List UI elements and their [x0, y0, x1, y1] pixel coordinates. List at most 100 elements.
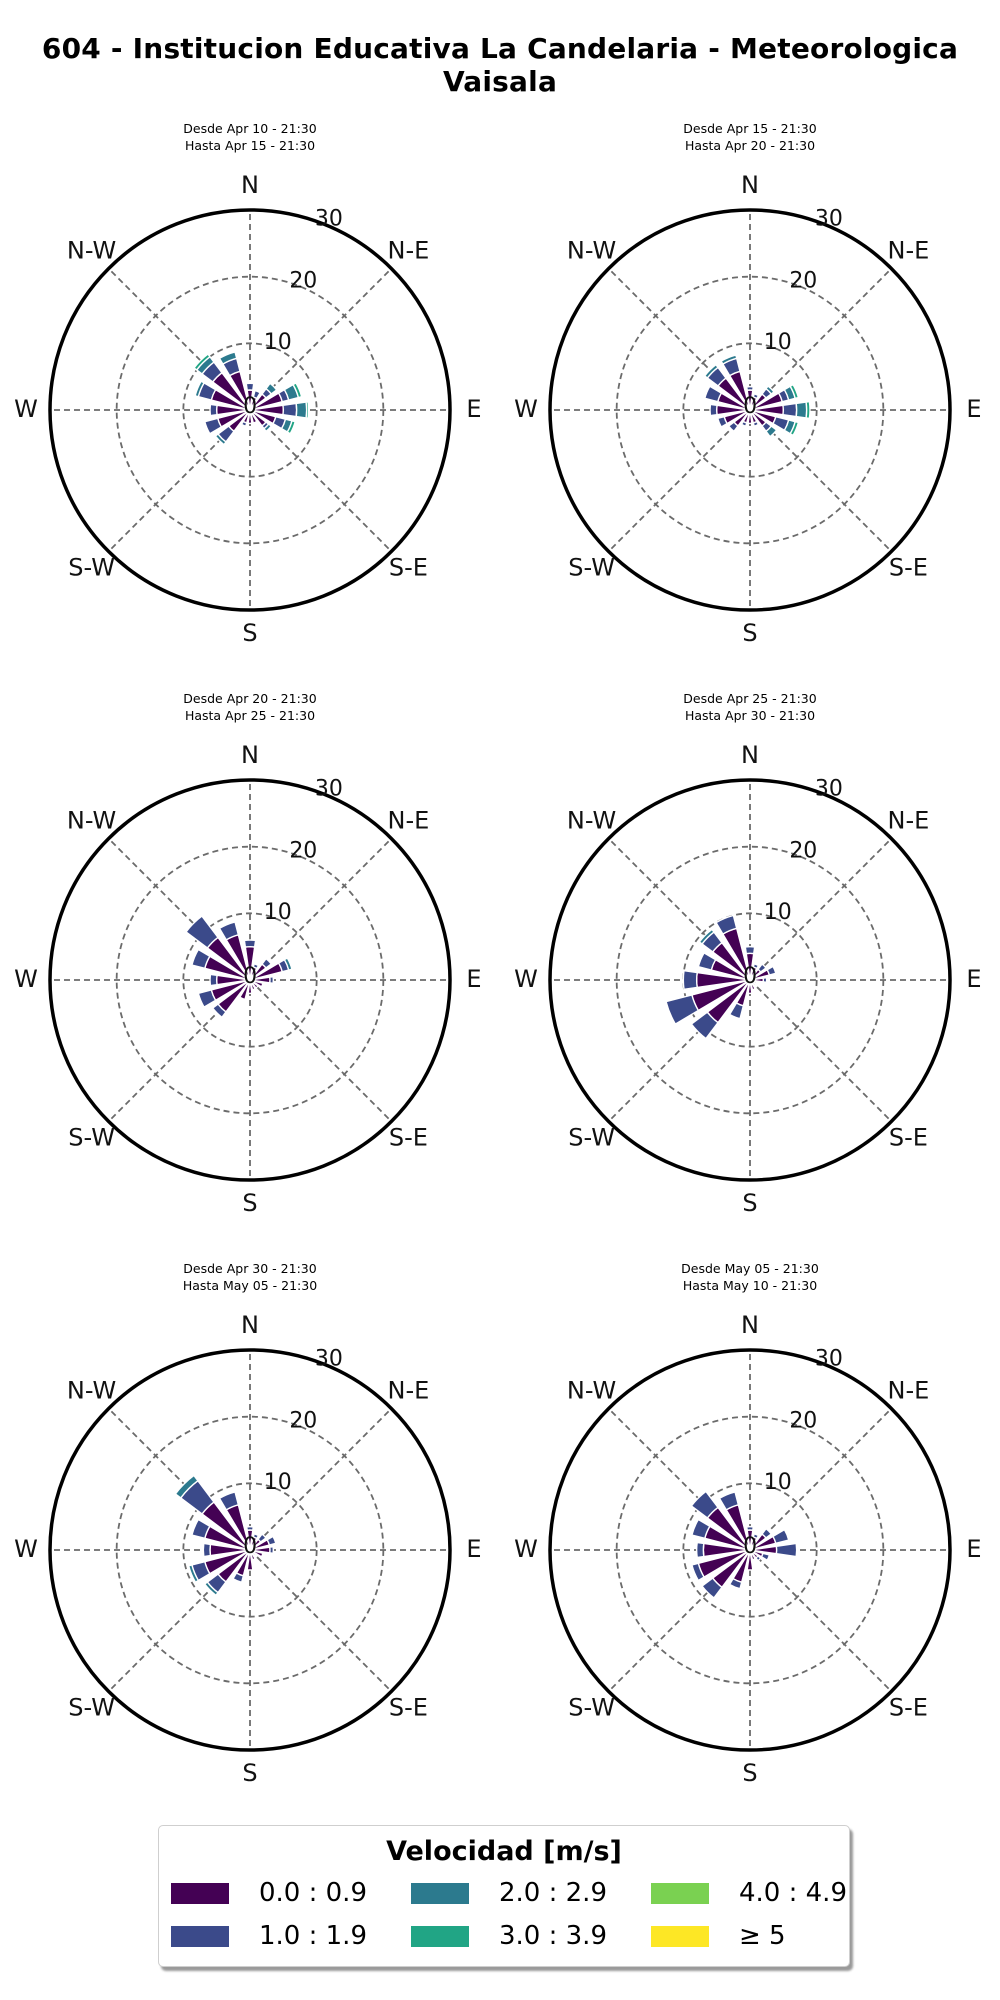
bar-s-bin0 — [746, 1549, 754, 1571]
legend-label: 2.0 : 2.9 — [499, 1878, 607, 1908]
bar-nne-bin1 — [752, 393, 760, 400]
radial-tick-label: 20 — [289, 268, 317, 293]
bar-sse-bin0 — [749, 1549, 757, 1561]
bar-n-bin1 — [745, 385, 755, 391]
radial-tick-label: 0 — [243, 1534, 257, 1559]
bar-sw-bin1 — [211, 1003, 227, 1019]
bar-e-bin1 — [762, 976, 768, 984]
grid-spoke — [749, 267, 893, 411]
bar-e-bin1 — [269, 1545, 275, 1555]
bar-ese-bin3 — [286, 419, 297, 435]
bar-wnw-bin1 — [191, 948, 211, 970]
bar-w-bin1 — [682, 969, 698, 991]
bar-ese-bin3 — [789, 420, 800, 437]
bar-w-bin1 — [209, 973, 218, 987]
panel-subtitle: Desde Apr 25 - 21:30 Hasta Apr 30 - 21:30 — [500, 690, 1000, 724]
grid-spoke — [749, 1549, 893, 1693]
bar-sse-bin0 — [249, 979, 257, 991]
compass-label: N-W — [567, 237, 616, 265]
bar-wnw-bin1 — [191, 1518, 211, 1540]
bar-ne-bin2 — [765, 385, 775, 395]
bar-ssw-bin1 — [232, 1572, 245, 1584]
legend-label: 3.0 : 3.9 — [499, 1921, 607, 1951]
bar-ne-bin2 — [265, 382, 278, 395]
bar-wnw-bin1 — [691, 1518, 711, 1540]
bar-ene-bin1 — [766, 965, 777, 976]
compass-label: N-E — [888, 807, 930, 835]
bar-n-bin1 — [744, 945, 756, 955]
bar-e-bin3 — [305, 400, 310, 420]
compass-label: N-W — [67, 237, 116, 265]
bar-e-bin1 — [775, 1542, 798, 1558]
bar-ne-bin1 — [257, 1533, 267, 1543]
bar-nne-bin1 — [252, 1533, 260, 1540]
compass-label: S-W — [68, 1123, 115, 1151]
compass-label: N-E — [388, 1377, 430, 1405]
bar-nw-bin1 — [690, 1490, 719, 1519]
bar-se-bin0 — [249, 979, 259, 989]
desde-label: Desde May 05 - 21:30 — [681, 1261, 819, 1276]
legend-swatch — [651, 1926, 709, 1947]
compass-label: E — [466, 395, 481, 423]
bar-nw-bin2 — [703, 363, 719, 379]
grid-spoke — [249, 979, 393, 1123]
compass-label: E — [966, 395, 981, 423]
bar-wnw-bin1 — [703, 385, 723, 403]
grid-spoke — [749, 979, 893, 1123]
compass-label: N — [741, 1311, 759, 1339]
compass-label: N-E — [388, 237, 430, 265]
windrose-svg: 0 10 20 30 N N-E E S-E S S-W W N-W — [14, 171, 481, 647]
radial-tick-label: 30 — [315, 1347, 343, 1372]
bar-se-bin1 — [755, 1555, 762, 1562]
compass-label: W — [514, 1535, 538, 1563]
bar-e-bin1 — [782, 402, 798, 418]
outer-ring — [48, 208, 452, 612]
bar-ene-bin2 — [283, 957, 293, 971]
radial-tick-label: 20 — [789, 838, 817, 863]
compass-label: W — [14, 395, 38, 423]
compass-label: S — [242, 1189, 257, 1217]
bar-wsw-bin1 — [691, 1562, 706, 1582]
compass-label: S-E — [889, 1693, 928, 1721]
compass-label: N-W — [567, 807, 616, 835]
windrose-panel: Desde Apr 25 - 21:30 Hasta Apr 30 - 21:30… — [500, 690, 1000, 1260]
grid-spoke — [749, 837, 893, 981]
compass-label: S-W — [68, 1693, 115, 1721]
radial-tick-label: 10 — [764, 330, 792, 355]
radial-tick-label: 0 — [243, 394, 257, 419]
windrose-panel: Desde Apr 15 - 21:30 Hasta Apr 20 - 21:30… — [500, 120, 1000, 690]
grid-spoke — [749, 1407, 893, 1551]
radial-tick-label: 0 — [743, 394, 757, 419]
legend-swatch — [171, 1883, 229, 1904]
legend: Velocidad [m/s] 0.0 : 0.9 1.0 : 1.9 2.0 : … — [158, 1825, 850, 1967]
windrose-panel: Desde May 05 - 21:30 Hasta May 10 - 21:30… — [500, 1260, 1000, 1830]
bar-sse-bin0 — [249, 409, 258, 424]
bar-s-bin0 — [246, 1549, 254, 1571]
bar-n-bin1 — [245, 382, 255, 391]
radial-tick-label: 30 — [815, 1347, 843, 1372]
compass-label: N-W — [567, 1377, 616, 1405]
desde-label: Desde Apr 30 - 21:30 — [183, 1261, 317, 1276]
bar-sse-bin1 — [752, 420, 760, 427]
windrose-svg: 0 10 20 30 N N-E E S-E S S-W W N-W — [514, 741, 981, 1217]
bar-wnw-bin2 — [194, 380, 206, 398]
compass-label: S — [742, 1189, 757, 1217]
bar-nw-bin3 — [193, 353, 211, 371]
compass-label: W — [14, 965, 38, 993]
hasta-label: Hasta May 10 - 21:30 — [682, 1278, 818, 1293]
bar-nne-bin1 — [752, 1533, 760, 1540]
bar-ene-bin1 — [266, 1535, 277, 1546]
panel-subtitle: Desde Apr 15 - 21:30 Hasta Apr 20 - 21:30 — [500, 120, 1000, 154]
panel-subtitle: Desde Apr 30 - 21:30 Hasta May 05 - 21:30 — [0, 1260, 500, 1294]
compass-label: E — [466, 1535, 481, 1563]
bar-wsw-bin2 — [187, 1564, 200, 1584]
compass-label: N-E — [888, 1377, 930, 1405]
compass-label: S-W — [568, 553, 615, 581]
bar-e-bin2 — [795, 401, 808, 419]
windrose-svg: 0 10 20 30 N N-E E S-E S S-W W N-W — [514, 1311, 981, 1787]
radial-tick-label: 20 — [789, 1408, 817, 1433]
bar-ssw-bin1 — [728, 1577, 743, 1590]
desde-label: Desde Apr 20 - 21:30 — [183, 691, 317, 706]
compass-label: N-W — [67, 1377, 116, 1405]
bar-ese-bin1 — [760, 1552, 771, 1562]
